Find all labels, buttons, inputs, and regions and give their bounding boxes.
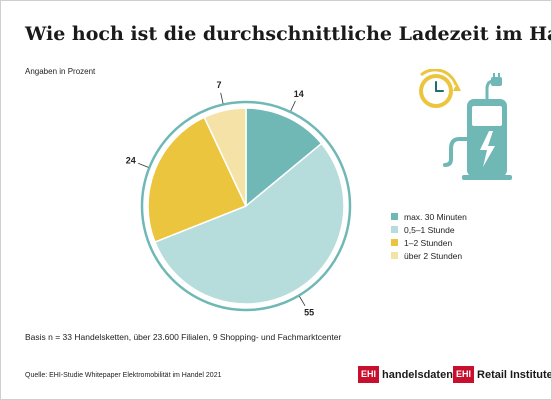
ehi-logo-box: EHI [453,366,475,383]
pie-outer-ring [140,100,352,312]
pie-data-label: 14 [294,89,304,99]
chart-legend: max. 30 Minuten 0,5–1 Stunde 1–2 Stunden… [391,210,467,262]
ehi-logo-box: EHI [358,366,380,383]
logo-text: Retail Institute [477,368,552,381]
label-leader-line [299,296,306,307]
legend-item: 1–2 Stunden [391,236,467,249]
logo-text: handelsdaten.de [382,368,469,381]
pie-slice [203,107,247,207]
legend-item: 0,5–1 Stunde [391,223,467,236]
legend-label: max. 30 Minuten [404,211,467,222]
legend-label: 0,5–1 Stunde [404,224,455,235]
ev-charging-illustration [409,68,524,189]
pie-data-labels: 14 55 24 7 [126,80,314,318]
pie-slices [147,107,345,305]
pie-data-label: 7 [216,80,221,90]
legend-label: 1–2 Stunden [404,237,453,248]
clock-refresh-icon [419,68,461,108]
pie-data-label: 24 [126,155,136,165]
legend-swatch [391,252,398,259]
sample-basis-note: Basis n = 33 Handelsketten, über 23.600 … [25,332,342,342]
legend-item: über 2 Stunden [391,249,467,262]
legend-label: über 2 Stunden [404,250,463,261]
pie-slice [153,142,345,305]
pie-data-label: 55 [304,308,314,318]
legend-swatch [391,239,398,246]
chart-title: Wie hoch ist die durchschnittliche Ladez… [25,23,551,45]
legend-swatch [391,226,398,233]
charging-station-icon [443,73,512,180]
pie-slice [245,107,323,208]
handelsdaten-logo: EHI handelsdaten.de [358,366,469,383]
label-leader-line [137,162,149,168]
chart-subtitle: Angaben in Prozent [25,67,96,76]
pie-slice [147,116,248,244]
label-leader-line [220,92,224,104]
legend-item: max. 30 Minuten [391,210,467,223]
legend-swatch [391,213,398,220]
source-note: Quelle: EHI-Studie Whitepaper Elektromob… [25,372,222,379]
label-leader-line [290,100,296,112]
retail-institute-logo: EHI Retail Institute [453,366,552,383]
